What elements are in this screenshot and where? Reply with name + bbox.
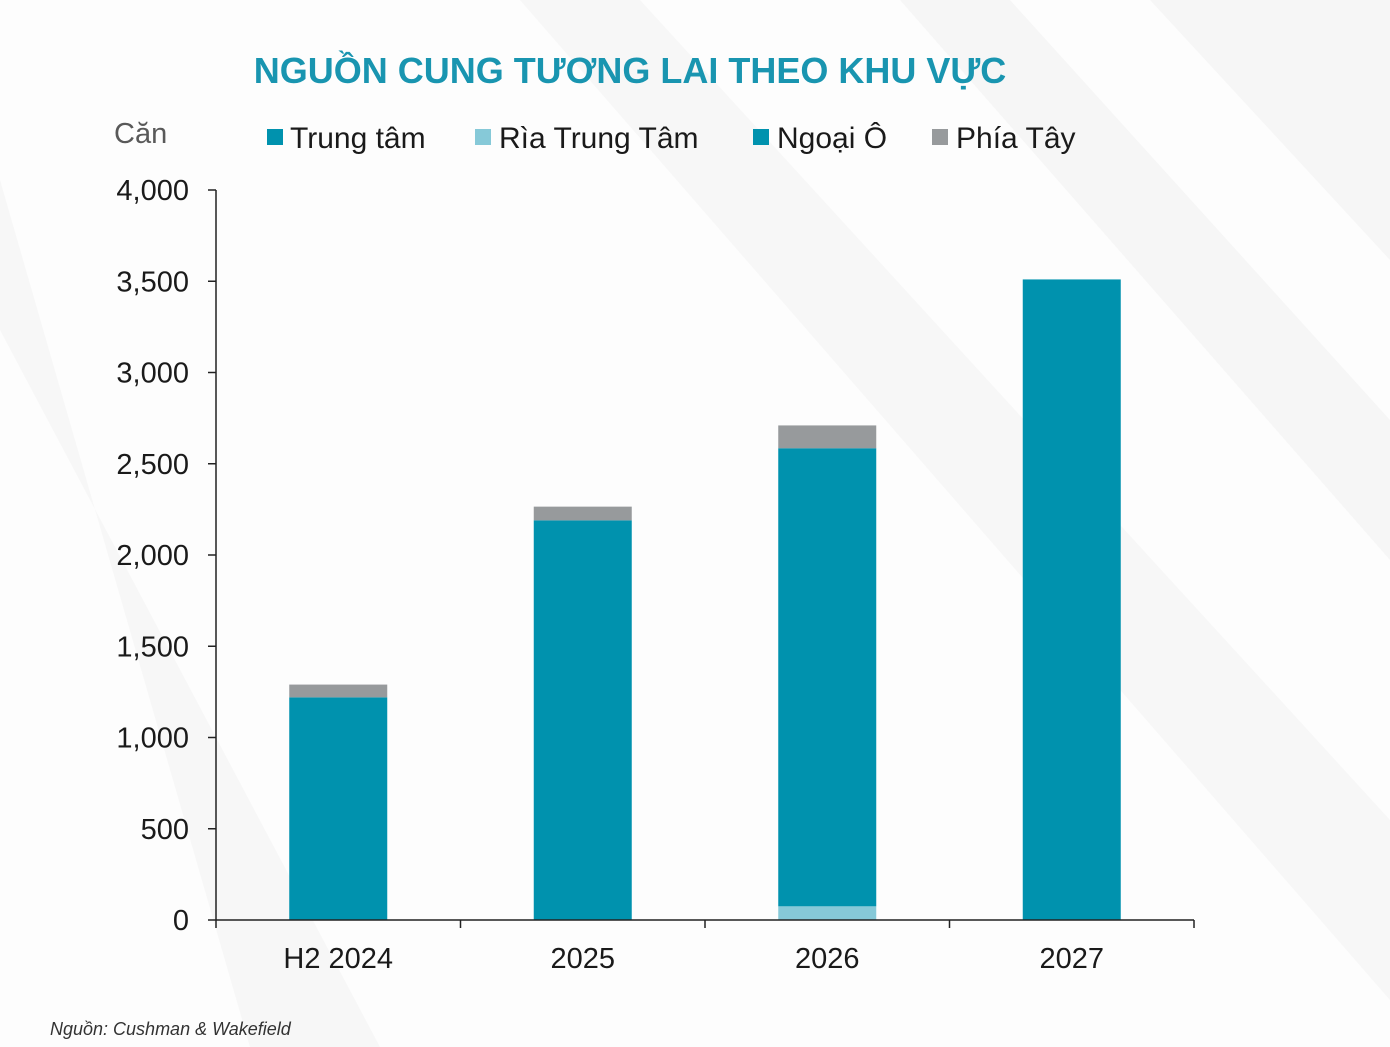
bar-segment-phia-tay-h2-2024 bbox=[289, 684, 388, 698]
legend-label-trung-tam: Trung tâm bbox=[290, 122, 426, 155]
bar-segment-ngoai-o-2026 bbox=[778, 448, 877, 907]
y-tick-label: 2,500 bbox=[116, 449, 189, 481]
y-tick-label: 0 bbox=[173, 905, 189, 937]
legend: Trung tâm Rìa Trung Tâm Ngoại Ô Phía Tây bbox=[267, 121, 1076, 155]
plot-area: 0 500 1,000 1,500 2,000 2,500 3,000 3,500 4,000 H… bbox=[116, 175, 1195, 975]
background-streak bbox=[520, 0, 1390, 1000]
bar-segment-phia-tay-2026 bbox=[778, 425, 877, 449]
legend-swatch-ngoai-o bbox=[753, 129, 769, 145]
bar-segment-ngoai-o-2027 bbox=[1022, 279, 1121, 920]
legend-item-phia-tay: Phía Tây bbox=[932, 122, 1076, 155]
x-category-label: 2027 bbox=[1039, 943, 1104, 975]
legend-item-ria-trung-tam: Rìa Trung Tâm bbox=[475, 122, 699, 155]
x-category-label: H2 2024 bbox=[283, 943, 393, 975]
bar-segment-ria-trung-tam-2026 bbox=[778, 906, 877, 920]
y-tick-label: 1,500 bbox=[116, 631, 189, 663]
bar-segment-ngoai-o-h2-2024 bbox=[289, 697, 388, 920]
y-tick-label: 4,000 bbox=[116, 175, 189, 207]
bar-segment-ngoai-o-2025 bbox=[533, 520, 632, 920]
legend-label-phia-tay: Phía Tây bbox=[956, 122, 1076, 155]
y-tick-label: 3,000 bbox=[116, 358, 189, 390]
y-tick-label: 1,000 bbox=[116, 723, 189, 755]
y-tick-label: 500 bbox=[141, 814, 189, 846]
legend-label-ngoai-o: Ngoại Ô bbox=[777, 121, 887, 155]
y-axis-unit-label: Căn bbox=[114, 118, 167, 150]
legend-swatch-trung-tam bbox=[267, 129, 283, 145]
y-tick-label: 3,500 bbox=[116, 266, 189, 298]
legend-swatch-ria-trung-tam bbox=[475, 129, 491, 145]
chart-title: NGUỒN CUNG TƯƠNG LAI THEO KHU VỰC bbox=[254, 49, 1006, 91]
legend-item-ngoai-o: Ngoại Ô bbox=[753, 121, 887, 155]
x-category-label: 2026 bbox=[795, 943, 860, 975]
source-note: Nguồn: Cushman & Wakefield bbox=[50, 1019, 292, 1039]
background-streak bbox=[1150, 0, 1390, 260]
y-tick-label: 2,000 bbox=[116, 540, 189, 572]
x-category-label: 2025 bbox=[550, 943, 615, 975]
legend-label-ria-trung-tam: Rìa Trung Tâm bbox=[499, 122, 699, 155]
legend-item-trung-tam: Trung tâm bbox=[267, 122, 426, 155]
legend-swatch-phia-tay bbox=[932, 129, 948, 145]
background-streak bbox=[900, 0, 1390, 560]
bar-segment-phia-tay-2025 bbox=[533, 506, 632, 521]
